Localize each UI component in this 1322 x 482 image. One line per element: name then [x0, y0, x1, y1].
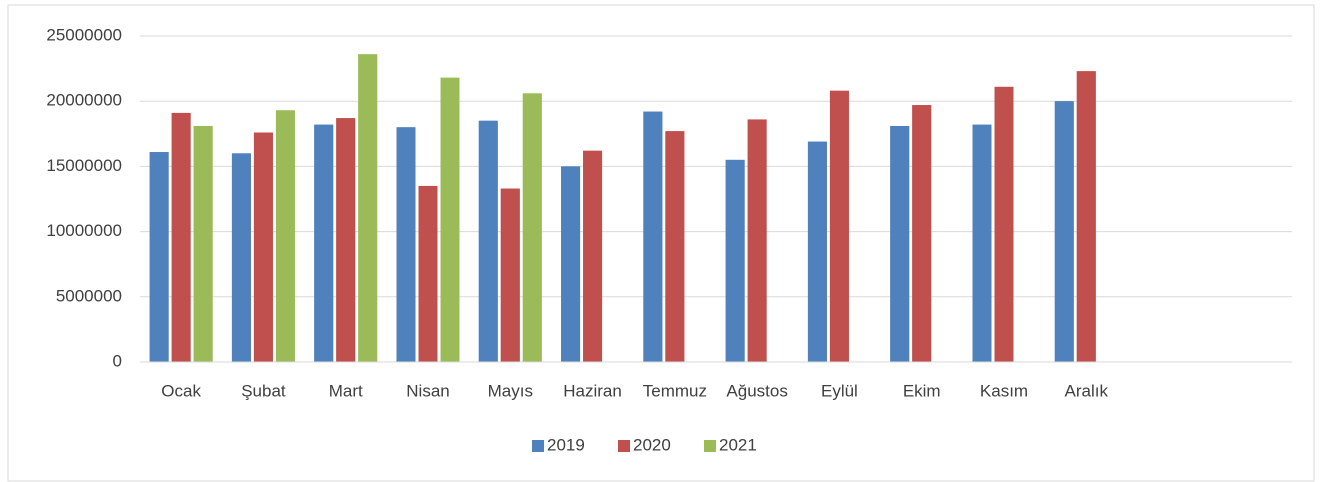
y-tick-label: 5000000: [56, 286, 122, 305]
y-tick-label: 0: [113, 351, 122, 370]
y-tick-label: 20000000: [46, 91, 122, 110]
bar: [193, 125, 213, 362]
x-tick-label: Kasım: [980, 381, 1028, 400]
legend-swatch: [532, 440, 544, 452]
legend-label: 2021: [719, 435, 757, 454]
legend-swatch: [618, 440, 630, 452]
legend-label: 2020: [633, 435, 671, 454]
x-tick-label: Şubat: [241, 381, 286, 400]
legend-swatch: [704, 440, 716, 452]
bar: [583, 150, 603, 362]
y-tick-label: 15000000: [46, 156, 122, 175]
bar: [747, 119, 767, 363]
bar: [440, 77, 460, 362]
bar: [522, 93, 542, 362]
x-tick-label: Mayıs: [488, 381, 533, 400]
bar: [171, 112, 191, 362]
bar: [478, 120, 498, 362]
bar: [275, 110, 295, 362]
x-tick-label: Ocak: [161, 381, 201, 400]
bar: [418, 185, 438, 362]
bar: [972, 124, 992, 362]
x-tick-label: Aralık: [1065, 381, 1109, 400]
bar: [358, 54, 378, 362]
bar: [829, 90, 849, 362]
bar: [725, 159, 745, 362]
x-tick-label: Temmuz: [643, 381, 707, 400]
bar: [396, 127, 416, 362]
bar: [912, 105, 932, 362]
bar: [890, 125, 910, 362]
x-tick-label: Nisan: [406, 381, 449, 400]
bar: [1054, 101, 1074, 362]
bar: [500, 188, 520, 362]
x-tick-label: Haziran: [563, 381, 622, 400]
x-tick-label: Ekim: [903, 381, 941, 400]
bar: [231, 153, 251, 362]
legend-label: 2019: [547, 435, 585, 454]
bar: [253, 132, 273, 362]
bar: [314, 124, 334, 362]
bar: [1076, 71, 1096, 362]
bar: [994, 86, 1014, 362]
bar: [807, 141, 827, 362]
bar: [643, 111, 663, 362]
bar: [149, 152, 169, 362]
y-tick-label: 25000000: [46, 25, 122, 44]
x-tick-label: Eylül: [821, 381, 858, 400]
bar: [561, 166, 581, 362]
x-tick-label: Ağustos: [726, 381, 787, 400]
bar: [336, 118, 356, 362]
x-tick-label: Mart: [329, 381, 363, 400]
bar: [665, 131, 685, 362]
y-tick-label: 10000000: [46, 221, 122, 240]
